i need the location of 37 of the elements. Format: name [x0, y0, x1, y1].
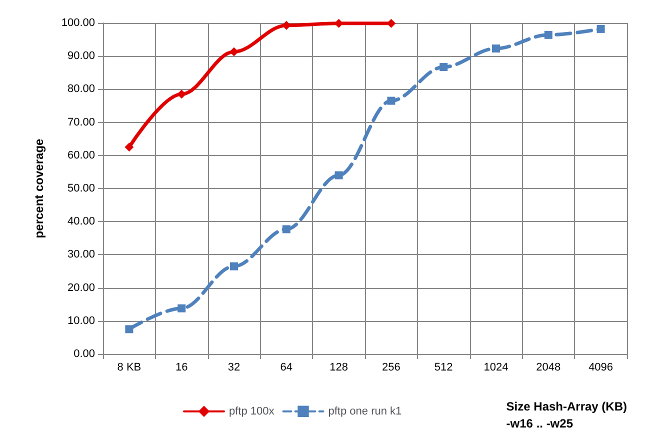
x-tick-label: 4096 — [588, 362, 614, 374]
point — [125, 325, 134, 334]
y-tick-label: 90.00 — [67, 50, 95, 62]
x-tick-label: 8 KB — [117, 362, 142, 374]
y-axis-title: percent coverage — [32, 138, 46, 238]
point — [492, 44, 500, 52]
legend-label: pftp 100x — [229, 405, 275, 418]
y-tick-label: 20.00 — [67, 282, 95, 294]
point — [387, 96, 396, 105]
point — [596, 24, 605, 33]
y-tick-label: 60.00 — [67, 149, 95, 162]
x-tick-label: 512 — [434, 362, 453, 374]
point — [178, 304, 186, 312]
y-tick-label: 70.00 — [67, 116, 95, 128]
point — [334, 171, 343, 180]
x-tick-label: 64 — [280, 362, 293, 374]
y-tick-label: 80.00 — [67, 83, 95, 96]
y-tick-label: 10.00 — [67, 314, 95, 327]
point — [440, 63, 448, 72]
x-axis-title: Size Hash-Array (KB) -w16 .. -w25 — [506, 400, 628, 430]
x-tick-label: 16 — [175, 362, 188, 374]
y-tick-label: 30.00 — [67, 248, 95, 261]
y-tick-label: 40.00 — [67, 216, 95, 228]
x-tick-label: 256 — [382, 362, 400, 374]
point — [124, 142, 134, 152]
point — [544, 30, 552, 39]
y-tick-label: 0.00 — [74, 348, 95, 360]
x-tick-label: 2048 — [536, 362, 561, 374]
x-tick-label: 128 — [330, 362, 348, 374]
point — [282, 225, 290, 234]
x-tick-label: 32 — [228, 362, 240, 374]
point — [230, 262, 238, 270]
x-tick-label: 1024 — [484, 362, 508, 374]
point — [230, 47, 238, 56]
y-tick-label: 100.00 — [61, 17, 95, 29]
y-tick-label: 50.00 — [67, 182, 95, 194]
legend-label: pftp one run k1 — [328, 405, 402, 418]
